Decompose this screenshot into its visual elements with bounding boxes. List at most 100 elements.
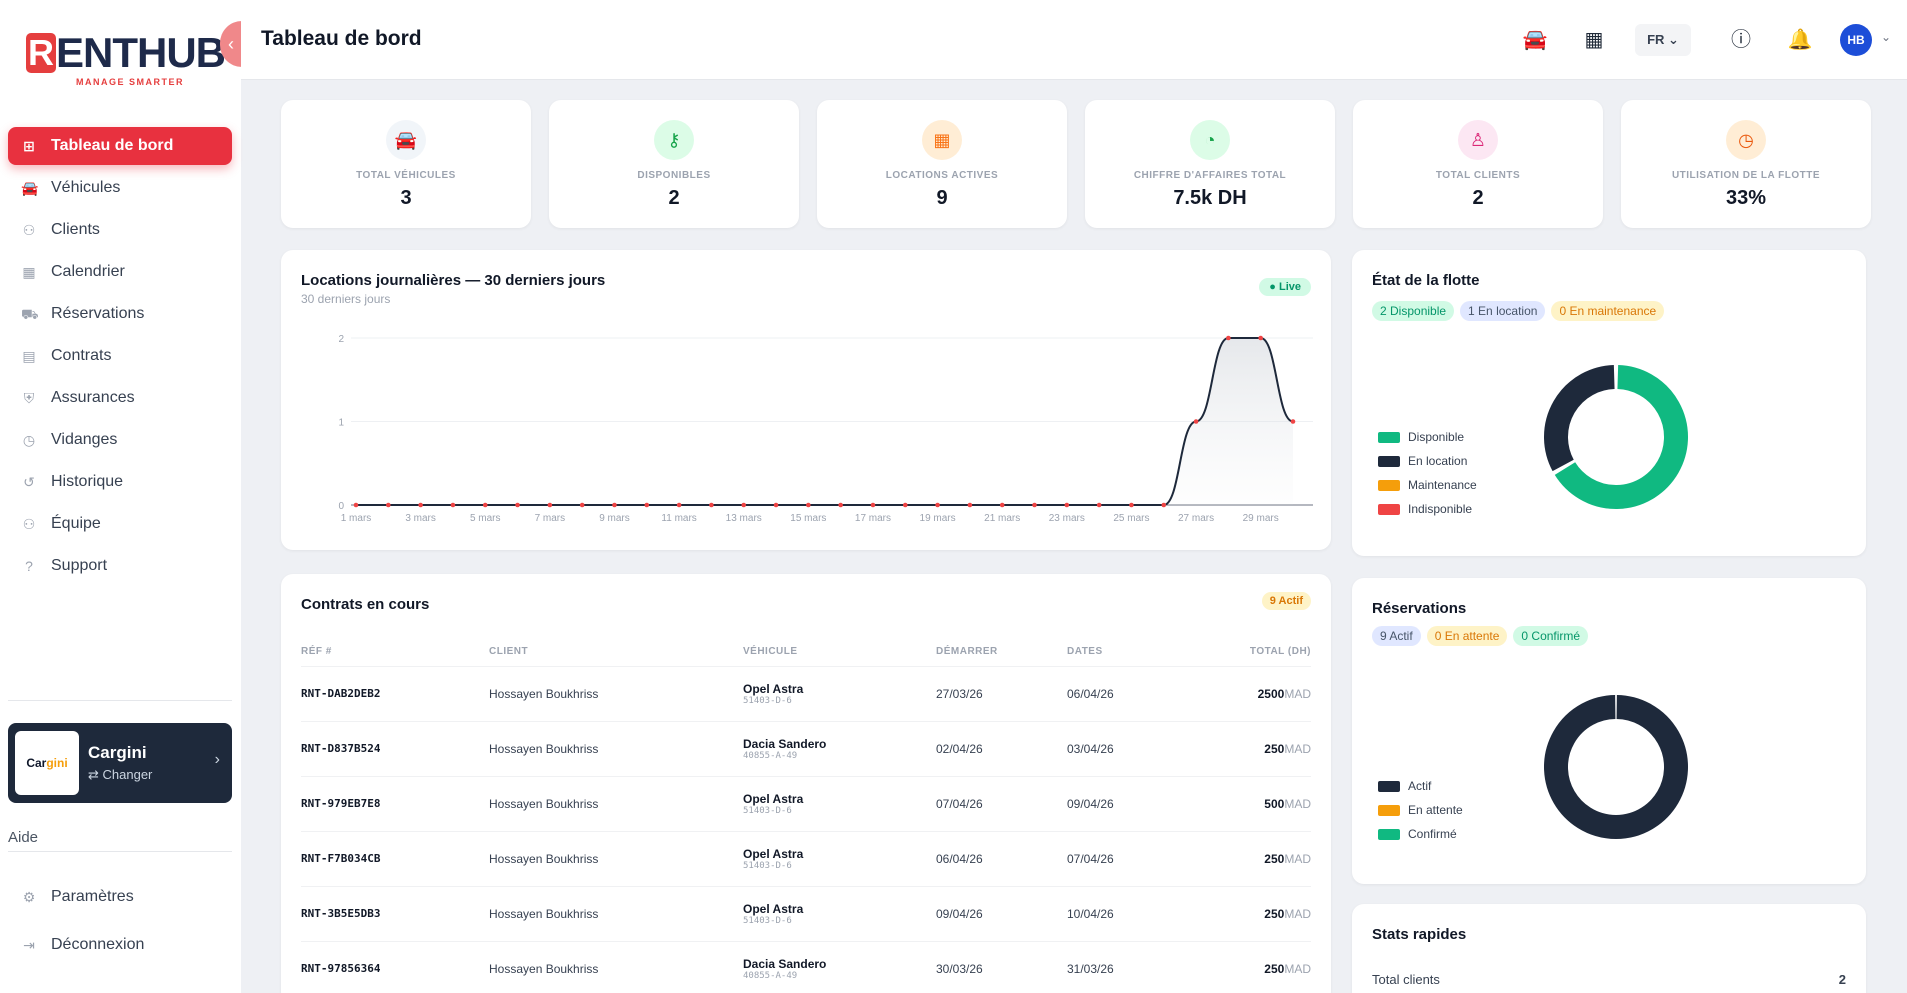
vehicle-name: Opel Astra [743,846,804,861]
nav-item-equipe[interactable]: ⚇ Équipe [8,505,232,543]
history-icon: ↺ [23,474,35,490]
legend-label: Indisponible [1408,502,1473,516]
nav-item-contrats[interactable]: ▤ Contrats [8,337,232,375]
stat-card: ♙ TOTAL CLIENTS 2 [1353,100,1603,228]
data-point[interactable] [676,502,682,508]
data-point[interactable] [386,502,391,508]
language-select[interactable]: FR ⌄ [1635,24,1691,56]
data-point[interactable] [450,502,456,508]
data-point[interactable] [1032,502,1037,508]
legend-item: En location [1378,449,1477,473]
data-point[interactable] [515,502,520,508]
nav-item-vehicules[interactable]: 🚘 Véhicules [8,169,232,207]
gauge-icon: ◷ [22,432,36,448]
data-point[interactable] [547,502,553,508]
renthub-logo[interactable]: R ENTHUB MANAGE SMARTER [26,30,226,88]
data-point[interactable] [1096,502,1102,508]
add-car-icon[interactable]: 🚘 [1522,29,1548,51]
table-row[interactable]: RNT-F7B034CB Hossayen Boukhriss Opel Ast… [301,831,1311,887]
data-point[interactable] [773,502,779,508]
contract-ref[interactable]: RNT-97856364 [301,941,489,993]
data-point[interactable] [806,502,811,508]
table-row[interactable]: RNT-97856364 Hossayen Boukhriss Dacia Sa… [301,941,1311,993]
data-point[interactable] [838,502,843,508]
data-point[interactable] [1226,335,1231,341]
nav-item-tableau-de-bord[interactable]: ⊞ Tableau de bord [8,127,232,165]
table-row[interactable]: RNT-D837B524 Hossayen Boukhriss Dacia Sa… [301,721,1311,777]
data-point[interactable] [579,502,585,508]
x-tick-label: 27 mars [1178,513,1214,524]
donut-segment[interactable] [1544,695,1688,839]
data-point[interactable] [935,502,940,508]
data-point[interactable] [870,502,876,508]
chevron-right-icon: › [214,751,220,768]
chevron-down-icon[interactable]: ⌄ [1881,30,1892,44]
data-point[interactable] [644,502,650,508]
total-cell: 250MAD [1248,886,1311,942]
revenue-icon: ◔ [1190,120,1230,160]
data-point[interactable] [1161,502,1167,508]
x-tick-label: 15 mars [790,513,826,524]
nav-item-clients[interactable]: ⚇ Clients [8,211,232,249]
contract-ref[interactable]: RNT-F7B034CB [301,831,489,887]
data-point[interactable] [1129,502,1134,508]
data-point[interactable] [1193,419,1199,424]
stat-label: TOTAL VÉHICULES [356,170,456,181]
collapse-sidebar-button[interactable]: ‹ [220,21,242,67]
data-point[interactable] [1258,335,1263,341]
data-point[interactable] [1290,419,1296,424]
data-point[interactable] [418,502,423,508]
data-point[interactable] [709,502,714,508]
nav-item-vidanges[interactable]: ◷ Vidanges [8,421,232,459]
help-icon: ? [25,558,33,574]
card-title: Locations journalières — 30 derniers jou… [301,272,606,289]
nav-item-calendrier[interactable]: ▦ Calendrier [8,253,232,291]
data-point[interactable] [1064,502,1070,508]
contract-ref[interactable]: RNT-979EB7E8 [301,776,489,832]
nav-item-reservations[interactable]: ⛟ Réservations [8,295,232,333]
donut-segment[interactable] [1544,365,1616,472]
calendar-icon[interactable]: ▦ [1584,29,1604,51]
document-icon: ▤ [22,348,36,364]
data-point[interactable] [353,502,359,508]
nav-item-label: Tableau de bord [51,137,174,154]
x-tick-label: 19 mars [920,513,956,524]
nav-item-parametres[interactable]: ⚙ Paramètres [8,878,232,916]
avatar[interactable]: HB [1840,24,1872,56]
data-point[interactable] [999,502,1005,508]
contract-ref[interactable]: RNT-D837B524 [301,721,489,777]
table-row[interactable]: RNT-979EB7E8 Hossayen Boukhriss Opel Ast… [301,776,1311,832]
reservations-donut-chart [1544,695,1688,839]
stat-value: 9 [936,187,948,209]
bell-icon[interactable]: 🔔 [1787,29,1813,51]
data-point[interactable] [482,502,488,508]
data-point[interactable] [741,502,747,508]
card-title: Stats rapides [1372,926,1467,943]
contract-ref[interactable]: RNT-DAB2DEB2 [301,666,489,722]
nav-item-assurances[interactable]: ⛨ Assurances [8,379,232,417]
nav-item-label: Paramètres [51,888,134,905]
donut-segment[interactable] [1554,365,1688,509]
nav-item-support[interactable]: ? Support [8,547,232,585]
legend-swatch [1378,455,1400,467]
logo-text: ENTHUB [56,29,226,76]
car-icon: 🚘 [386,120,426,160]
table-row[interactable]: RNT-DAB2DEB2 Hossayen Boukhriss Opel Ast… [301,666,1311,722]
help-icon[interactable]: ⓘ [1731,29,1751,51]
active-contracts-card: Contrats en cours 9 Actif RÉF # CLIENT VÉH… [281,574,1331,993]
data-point[interactable] [612,502,617,508]
speed-icon: ◷ [1726,120,1766,160]
data-point[interactable] [967,502,973,508]
key-icon: ⚷ [654,120,694,160]
contract-ref[interactable]: RNT-3B5E5DB3 [301,886,489,942]
quick-stat-label: Total clients [1372,972,1440,987]
start-date: 27/03/26 [936,666,1067,722]
client-name: Hossayen Boukhriss [489,721,743,777]
nav-item-label: Assurances [51,389,135,406]
nav-item-deconnexion[interactable]: ⇥ Déconnexion [8,926,232,964]
company-switcher[interactable]: Cargini Cargini ⇄ Changer › [8,723,232,803]
data-point[interactable] [902,502,908,508]
table-row[interactable]: RNT-3B5E5DB3 Hossayen Boukhriss Opel Ast… [301,886,1311,942]
nav-item-historique[interactable]: ↺ Historique [8,463,232,501]
x-tick-label: 17 mars [855,513,891,524]
